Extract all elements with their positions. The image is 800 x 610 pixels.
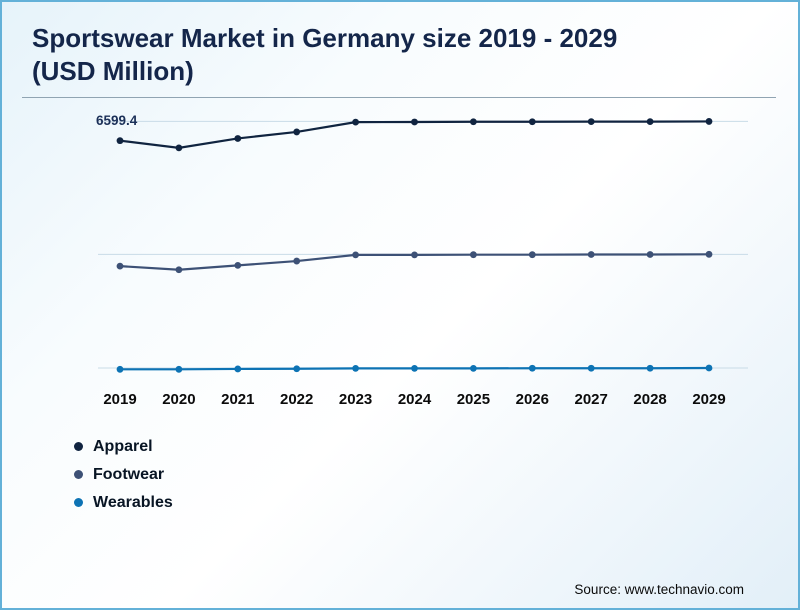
series-line-wearables: [120, 366, 710, 371]
data-point-wearables: [705, 364, 713, 372]
series-line-apparel: [119, 120, 710, 150]
data-point-wearables: [587, 364, 595, 372]
x-axis-label: 2026: [515, 391, 549, 408]
x-axis-label: 2023: [338, 391, 373, 408]
data-point-footwear: [175, 266, 183, 274]
title-divider: [22, 97, 776, 98]
data-point-apparel: [528, 118, 536, 126]
data-point-apparel: [470, 118, 477, 126]
data-point-wearables: [411, 364, 418, 372]
data-point-wearables: [470, 364, 477, 372]
legend-dot: [74, 498, 83, 507]
data-point-footwear: [116, 262, 124, 270]
x-axis-label: 2028: [633, 391, 667, 408]
series-line-footwear: [119, 253, 710, 271]
data-point-footwear: [411, 251, 418, 259]
data-point-apparel: [116, 137, 124, 145]
data-point-wearables: [116, 365, 124, 373]
data-point-apparel: [352, 118, 359, 126]
x-axis-label: 2025: [456, 391, 491, 408]
data-point-wearables: [646, 364, 654, 372]
x-axis-label: 2029: [692, 391, 726, 408]
source-attribution: Source: www.technavio.com: [574, 582, 744, 597]
legend-label: Footwear: [93, 465, 165, 483]
data-point-footwear: [470, 251, 477, 259]
legend-dot: [74, 470, 83, 479]
data-point-footwear: [293, 257, 301, 265]
data-point-footwear: [705, 250, 713, 258]
legend-item-footwear: Footwear: [74, 464, 173, 485]
chart-title: Sportswear Market in Germany size 2019 -…: [32, 23, 618, 86]
data-point-apparel: [175, 144, 183, 152]
data-point-wearables: [352, 364, 359, 372]
x-axis-label: 2021: [221, 391, 255, 408]
data-point-apparel: [411, 118, 418, 126]
data-point-apparel: [293, 128, 301, 136]
data-point-footwear: [234, 261, 242, 269]
data-point-footwear: [587, 251, 595, 258]
data-point-footwear: [352, 251, 359, 259]
data-point-wearables: [293, 365, 301, 373]
x-axis-label: 2019: [103, 391, 137, 408]
legend-label: Wearables: [93, 493, 173, 511]
x-axis-label: 2020: [162, 391, 196, 408]
first-point-value-label: 6599.4: [96, 113, 138, 128]
data-point-wearables: [175, 365, 183, 373]
data-point-apparel: [587, 118, 595, 125]
data-point-footwear: [528, 251, 536, 259]
data-point-apparel: [646, 118, 654, 125]
x-axis-label: 2022: [280, 391, 314, 408]
data-point-apparel: [234, 135, 242, 142]
x-axis-label: 2027: [574, 391, 608, 408]
x-axis: 2019 2020 2021 2022 2023 2024 2025 2026 2027 2028…: [2, 391, 798, 413]
legend-item-wearables: Wearables: [74, 492, 173, 513]
data-point-wearables: [528, 364, 536, 372]
legend: Apparel Footwear Wearables: [74, 436, 173, 520]
data-point-footwear: [646, 251, 654, 258]
legend-item-apparel: Apparel: [74, 436, 173, 457]
data-point-apparel: [705, 118, 713, 125]
data-point-wearables: [234, 365, 242, 373]
x-axis-label: 2024: [397, 391, 432, 408]
legend-dot: [74, 442, 83, 451]
legend-label: Apparel: [93, 437, 153, 455]
